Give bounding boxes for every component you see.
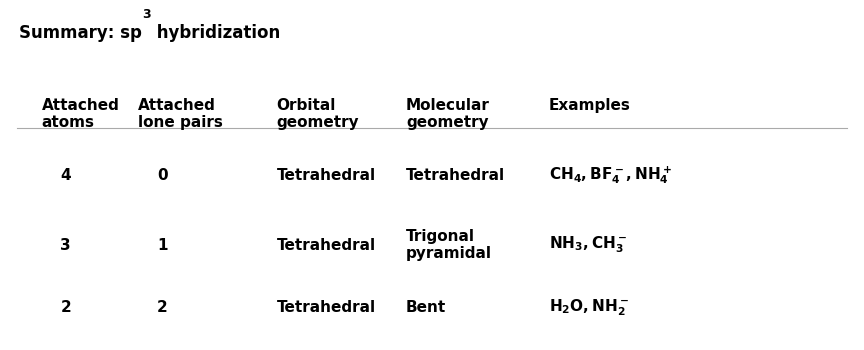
Text: Trigonal
pyramidal: Trigonal pyramidal bbox=[406, 229, 492, 261]
Text: Summary: sp: Summary: sp bbox=[19, 25, 142, 42]
Text: $\mathbf{NH_3, CH_3^-}$: $\mathbf{NH_3, CH_3^-}$ bbox=[549, 235, 627, 255]
Text: 2: 2 bbox=[157, 301, 168, 315]
Text: hybridization: hybridization bbox=[150, 25, 280, 42]
Text: 4: 4 bbox=[60, 168, 71, 182]
Text: Attached
lone pairs: Attached lone pairs bbox=[138, 98, 223, 131]
Text: Orbital
geometry: Orbital geometry bbox=[276, 98, 359, 131]
Text: Tetrahedral: Tetrahedral bbox=[276, 301, 376, 315]
Text: 0: 0 bbox=[157, 168, 168, 182]
Text: Tetrahedral: Tetrahedral bbox=[406, 168, 505, 182]
Text: Bent: Bent bbox=[406, 301, 447, 315]
Text: Summary: sp³ hybridization: Summary: sp³ hybridization bbox=[19, 25, 278, 42]
Text: Attached
atoms: Attached atoms bbox=[41, 98, 119, 131]
Text: 2: 2 bbox=[60, 301, 71, 315]
Text: 3: 3 bbox=[60, 238, 71, 252]
Text: Tetrahedral: Tetrahedral bbox=[276, 168, 376, 182]
Text: Examples: Examples bbox=[549, 98, 631, 113]
Text: $\mathbf{CH_4, BF_4^-, NH_4^+}$: $\mathbf{CH_4, BF_4^-, NH_4^+}$ bbox=[549, 164, 671, 186]
Text: Molecular
geometry: Molecular geometry bbox=[406, 98, 490, 131]
Text: $\mathbf{H_2O, NH_2^-}$: $\mathbf{H_2O, NH_2^-}$ bbox=[549, 298, 629, 318]
Text: 1: 1 bbox=[157, 238, 168, 252]
Text: Tetrahedral: Tetrahedral bbox=[276, 238, 376, 252]
Text: 3: 3 bbox=[142, 8, 150, 21]
Text: 3: 3 bbox=[142, 8, 150, 21]
